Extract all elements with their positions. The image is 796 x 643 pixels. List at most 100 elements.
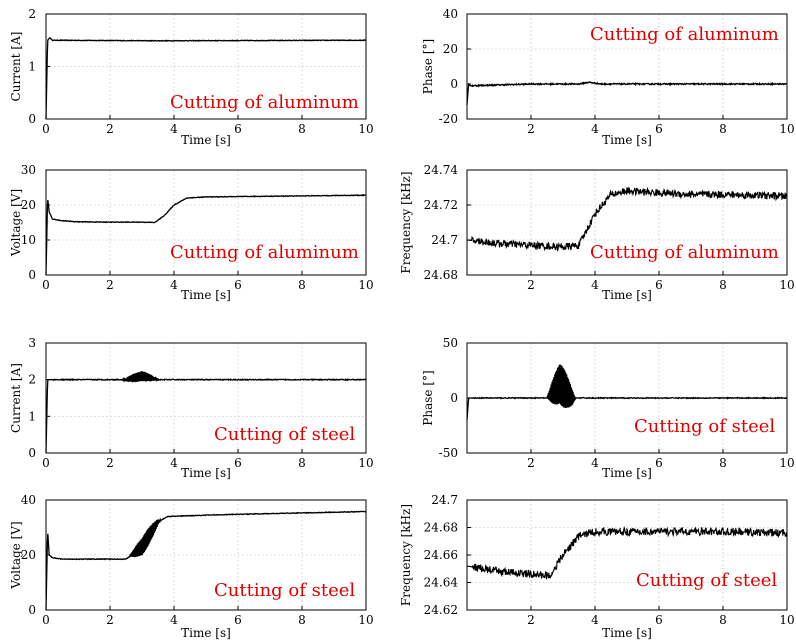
x-tick-label: 2 [527, 122, 535, 136]
y-axis-label: Current [A] [9, 363, 23, 433]
x-tick-label: 2 [106, 122, 114, 136]
y-tick-label: 0 [450, 391, 458, 405]
x-tick-label: 6 [655, 278, 663, 292]
x-tick-label: 8 [298, 456, 306, 470]
y-tick-label: 24.72 [424, 198, 458, 212]
y-tick-label: 20 [443, 42, 458, 56]
y-tick-label: 1 [28, 409, 36, 423]
y-tick-label: 0 [28, 268, 36, 282]
panel-1: 0 2 4 6 8 10 0 1 2 Time [s] Current [A] Cutting of … [9, 7, 374, 147]
panel-2: 2 4 6 8 10 -20 0 20 40 Time [s] Phase [°] Cutting o… [421, 7, 795, 147]
x-tick-label: 10 [358, 122, 373, 136]
series-line [466, 186, 788, 252]
y-axis-label: Frequency [kHz] [399, 504, 413, 606]
x-tick-label: 2 [106, 456, 114, 470]
x-tick-label: 8 [298, 278, 306, 292]
chart-annotation: Cutting of aluminum [590, 24, 779, 45]
series-line [45, 510, 366, 611]
series-line [45, 37, 367, 120]
plot-frame [45, 169, 367, 276]
x-tick-label: 10 [358, 278, 373, 292]
y-axis-label: Voltage [V] [9, 521, 23, 589]
y-tick-label: 24.64 [424, 576, 459, 590]
series-line [45, 193, 367, 276]
panel-3: 0 2 4 6 8 10 0 10 20 30 Time [s] Voltage [V] Cutting… [9, 163, 374, 302]
x-tick-label: 6 [234, 122, 242, 136]
x-tick-label: 10 [779, 456, 794, 470]
x-tick-label: 2 [106, 278, 114, 292]
chart-annotation: Cutting of steel [636, 570, 777, 591]
x-tick-label: 2 [527, 456, 535, 470]
x-tick-label: 4 [591, 278, 599, 292]
y-tick-label: 2 [28, 7, 36, 21]
y-tick-label: 20 [21, 198, 36, 212]
y-tick-label: 50 [443, 336, 458, 350]
y-tick-label: 1 [28, 60, 36, 74]
chart-annotation: Cutting of aluminum [170, 92, 359, 113]
y-tick-label: 24.62 [424, 603, 458, 617]
x-tick-label: 10 [358, 456, 373, 470]
x-tick-label: 2 [527, 278, 535, 292]
x-axis-label: Time [s] [181, 466, 231, 480]
x-tick-label: 6 [655, 122, 663, 136]
x-tick-label: 6 [655, 456, 663, 470]
y-axis-label: Voltage [V] [9, 189, 23, 257]
y-tick-label: -50 [439, 446, 458, 460]
plot-frame [45, 342, 367, 454]
chart-annotation: Cutting of steel [214, 424, 355, 445]
panel-5: 0 2 4 6 8 10 0 1 2 3 Time [s] Current [A] Cutting of… [9, 336, 374, 480]
y-tick-label: 0 [28, 112, 36, 126]
x-tick-label: 6 [234, 456, 242, 470]
x-tick-label: 4 [170, 613, 178, 627]
y-tick-label: 30 [21, 163, 36, 177]
x-tick-label: 4 [170, 456, 178, 470]
x-tick-label: 4 [170, 278, 178, 292]
x-tick-label: 4 [591, 122, 599, 136]
y-axis-label: Current [A] [9, 32, 23, 102]
y-tick-label: 0 [450, 77, 458, 91]
x-axis-label: Time [s] [602, 288, 652, 302]
plot-frame [466, 13, 788, 120]
y-tick-label: 40 [21, 493, 36, 507]
x-tick-label: 6 [234, 278, 242, 292]
series-line [466, 81, 788, 106]
x-axis-label: Time [s] [181, 133, 231, 147]
x-tick-label: 10 [779, 278, 794, 292]
x-tick-label: 8 [298, 122, 306, 136]
x-tick-label: 8 [719, 122, 727, 136]
y-axis-label: Frequency [kHz] [399, 171, 413, 273]
panel-4: 2 4 6 8 10 24.68 24.7 24.72 24.74 Time [s] Frequen… [399, 163, 795, 302]
chart-annotation: Cutting of aluminum [590, 242, 779, 263]
y-tick-label: 24.68 [424, 521, 458, 535]
x-axis-label: Time [s] [602, 133, 652, 147]
x-tick-label: 10 [358, 613, 373, 627]
x-axis-label: Time [s] [602, 466, 652, 480]
panel-6: 2 4 6 8 10 -50 0 50 Time [s] Phase [°] Cutting of … [421, 336, 795, 480]
x-tick-label: 0 [42, 456, 50, 470]
y-tick-label: 24.7 [431, 493, 458, 507]
y-tick-label: 3 [28, 336, 36, 350]
x-tick-label: 8 [719, 278, 727, 292]
x-axis-label: Time [s] [602, 626, 652, 640]
panel-8: 2 4 6 8 10 24.62 24.64 24.66 24.68 24.7 Time [s] Fr… [399, 493, 795, 640]
y-tick-label: 0 [28, 603, 36, 617]
series-line [466, 364, 788, 421]
y-tick-label: 24.74 [424, 163, 459, 177]
x-tick-label: 4 [591, 456, 599, 470]
x-tick-label: 10 [779, 122, 794, 136]
y-tick-label: 20 [21, 548, 36, 562]
y-tick-label: 0 [28, 446, 36, 460]
y-tick-label: 40 [443, 7, 458, 21]
y-tick-label: -20 [439, 112, 458, 126]
chart-annotation: Cutting of steel [214, 580, 355, 601]
chart-annotation: Cutting of steel [634, 416, 775, 437]
y-tick-label: 10 [21, 233, 36, 247]
x-axis-label: Time [s] [181, 288, 231, 302]
y-tick-label: 24.7 [431, 233, 458, 247]
x-axis-label: Time [s] [181, 626, 231, 640]
x-tick-label: 6 [655, 613, 663, 627]
x-tick-label: 4 [170, 122, 178, 136]
x-tick-label: 2 [527, 613, 535, 627]
y-tick-label: 2 [28, 373, 36, 387]
